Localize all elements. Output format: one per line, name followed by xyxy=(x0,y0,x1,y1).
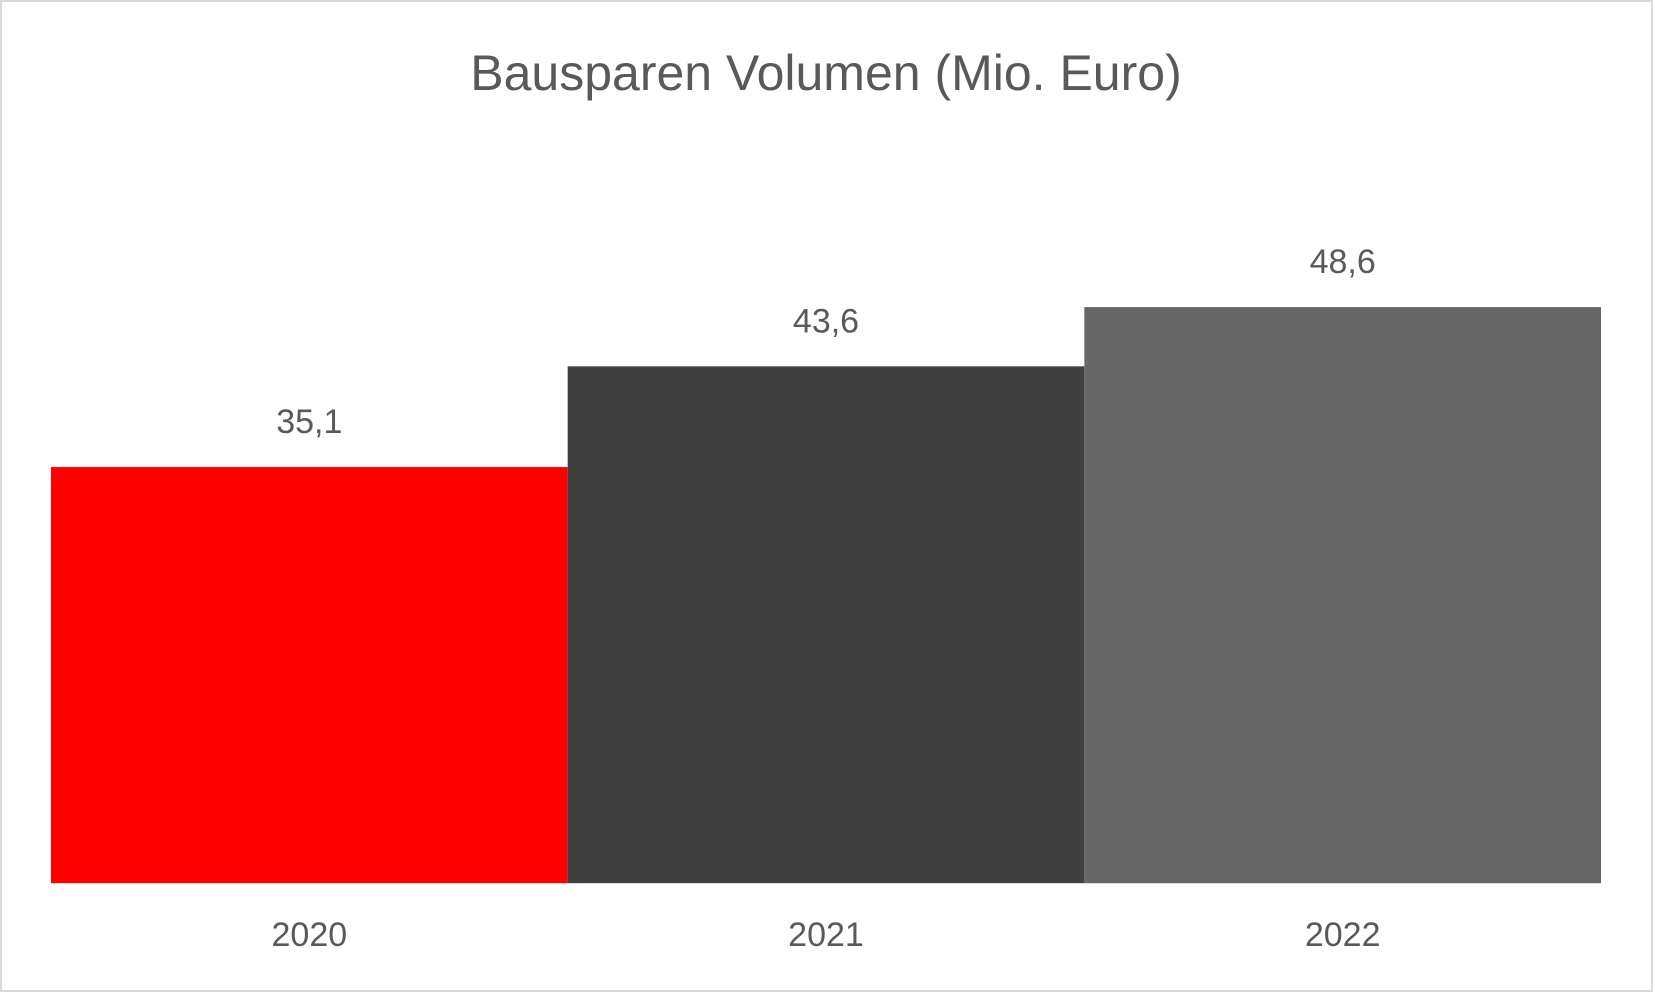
x-tick-label: 2022 xyxy=(1305,916,1381,954)
bar xyxy=(51,467,568,883)
value-label: 48,6 xyxy=(1310,243,1376,281)
bar xyxy=(567,366,1085,884)
value-label: 35,1 xyxy=(276,403,342,441)
bar xyxy=(1084,307,1601,884)
chart-title: Bausparen Volumen (Mio. Euro) xyxy=(470,45,1181,101)
x-tick-label: 2021 xyxy=(788,916,864,954)
x-tick-label: 2020 xyxy=(272,916,348,954)
value-label: 43,6 xyxy=(793,302,859,340)
